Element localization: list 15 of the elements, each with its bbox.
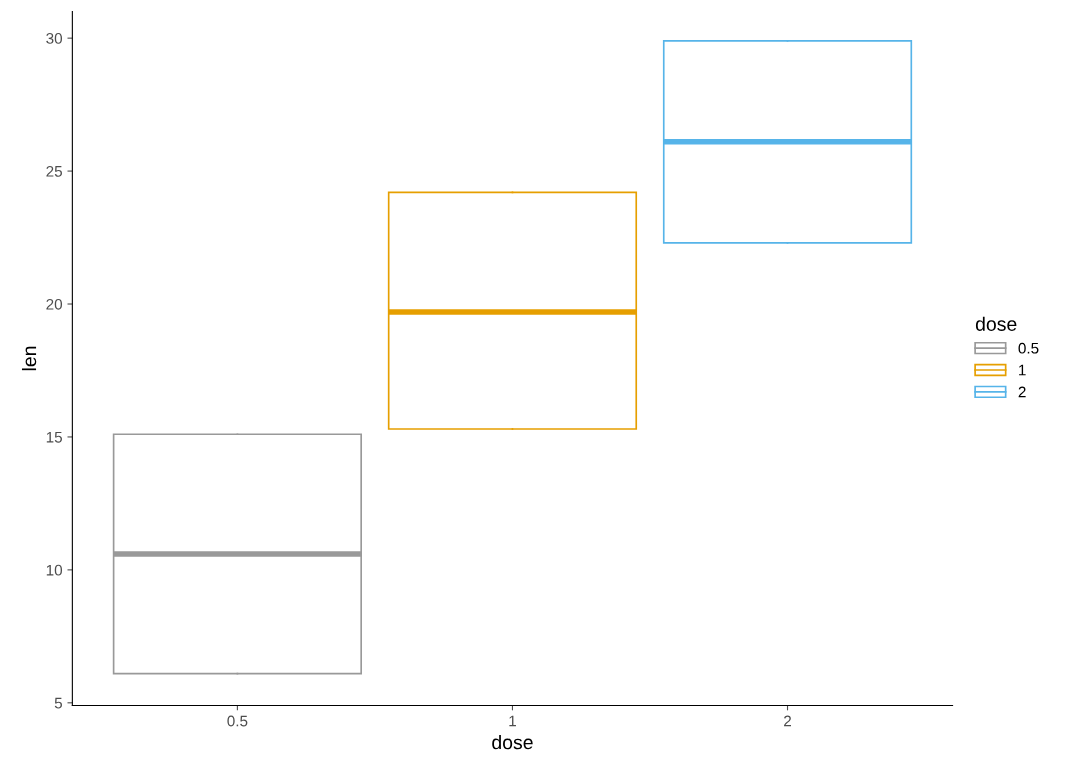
x-tick-label: 0.5 [227,715,248,727]
legend-label: 2 [1018,386,1026,398]
y-tick-label: 25 [46,165,62,177]
y-tick-label: 15 [46,431,62,443]
legend-label: 1 [1019,364,1026,376]
y-tick-label: 20 [46,298,63,310]
legend-title: dose [975,316,1017,331]
y-tick-label: 10 [46,564,63,576]
legend-label: 0.5 [1018,342,1039,354]
y-tick-label: 30 [46,33,63,44]
y-tick-label: 5 [54,697,62,709]
x-tick-label: 2 [784,715,791,727]
x-tick-label: 1 [509,715,516,727]
y-axis-title: len [21,346,37,371]
x-axis-title: dose [492,734,533,750]
